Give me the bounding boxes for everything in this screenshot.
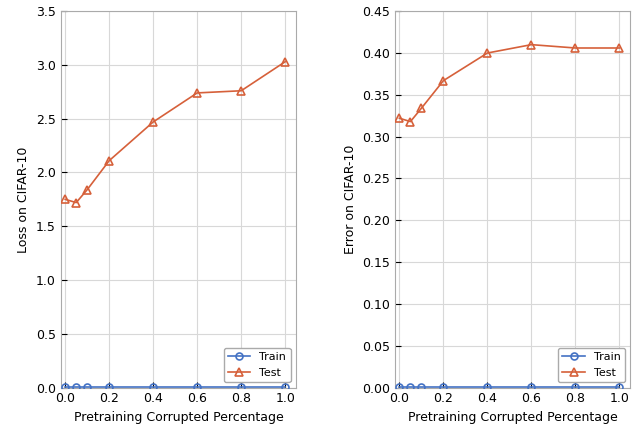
- Test: [406, 119, 414, 124]
- Test: [282, 59, 289, 65]
- Line: Train: Train: [61, 383, 289, 391]
- Legend: Train, Test: Train, Test: [224, 348, 291, 382]
- Test: [417, 106, 425, 111]
- X-axis label: Pretraining Corrupted Percentage: Pretraining Corrupted Percentage: [408, 411, 618, 424]
- Train: [572, 384, 579, 389]
- Train: [149, 384, 157, 390]
- Test: [484, 50, 492, 56]
- Test: [193, 90, 201, 95]
- Test: [572, 45, 579, 51]
- Test: [83, 187, 91, 192]
- Test: [106, 158, 113, 164]
- Train: [440, 384, 447, 389]
- Y-axis label: Loss on CIFAR-10: Loss on CIFAR-10: [17, 146, 30, 253]
- Train: [237, 384, 245, 390]
- Test: [72, 200, 80, 205]
- Train: [616, 384, 623, 389]
- Test: [396, 116, 403, 121]
- Train: [406, 384, 414, 389]
- Test: [440, 78, 447, 83]
- Test: [527, 42, 535, 47]
- Train: [484, 384, 492, 389]
- X-axis label: Pretraining Corrupted Percentage: Pretraining Corrupted Percentage: [74, 411, 284, 424]
- Train: [527, 384, 535, 389]
- Train: [72, 384, 80, 390]
- Test: [237, 88, 245, 94]
- Test: [61, 197, 69, 202]
- Test: [616, 45, 623, 51]
- Line: Train: Train: [396, 383, 623, 390]
- Test: [149, 119, 157, 125]
- Train: [61, 384, 69, 390]
- Y-axis label: Error on CIFAR-10: Error on CIFAR-10: [344, 145, 356, 254]
- Train: [282, 384, 289, 390]
- Train: [396, 384, 403, 389]
- Train: [417, 384, 425, 389]
- Legend: Train, Test: Train, Test: [558, 348, 625, 382]
- Line: Test: Test: [61, 57, 289, 207]
- Train: [83, 384, 91, 390]
- Train: [106, 384, 113, 390]
- Line: Test: Test: [396, 40, 623, 126]
- Train: [193, 384, 201, 390]
